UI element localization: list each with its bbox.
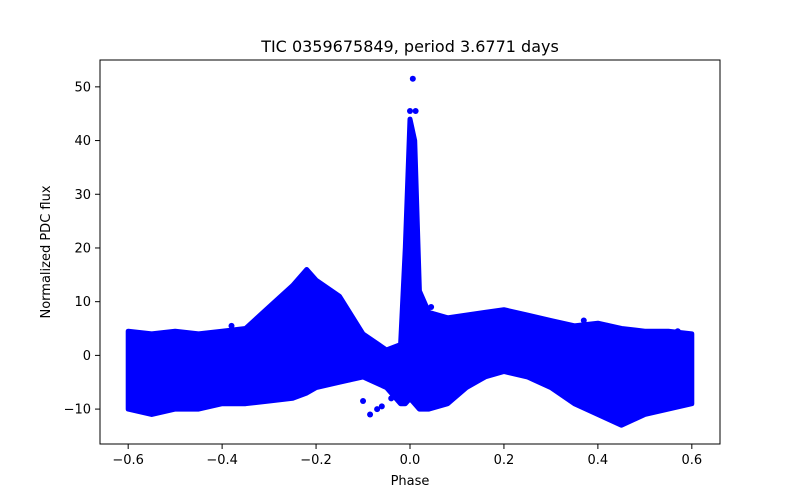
data-point xyxy=(360,398,367,405)
y-tick-label: −10 xyxy=(64,403,91,418)
x-tick-label: 0.0 xyxy=(400,453,421,468)
data-point xyxy=(367,411,374,418)
data-point xyxy=(674,328,681,335)
x-tick-label: 0.4 xyxy=(588,453,609,468)
data-point xyxy=(580,317,587,324)
y-tick-label: 10 xyxy=(74,295,91,310)
y-tick-label: 40 xyxy=(74,134,91,149)
x-tick-label: −0.2 xyxy=(300,453,332,468)
y-axis-label: Normalized PDC flux xyxy=(39,185,54,318)
data-point xyxy=(412,108,419,115)
data-point xyxy=(407,108,413,115)
x-tick-label: 0.6 xyxy=(681,453,702,468)
data-point xyxy=(428,304,435,311)
data-point xyxy=(374,406,381,413)
data-points-layer xyxy=(228,75,681,418)
chart-title: TIC 0359675849, period 3.6771 days xyxy=(260,37,559,56)
y-tick-label: 0 xyxy=(83,349,91,364)
data-band-layer xyxy=(125,116,695,428)
x-tick-label: −0.4 xyxy=(206,453,238,468)
y-tick-label: 50 xyxy=(74,80,91,95)
data-point xyxy=(378,403,385,410)
data-point xyxy=(345,376,352,383)
x-axis-label: Phase xyxy=(391,474,430,489)
x-tick-label: −0.6 xyxy=(112,453,144,468)
data-point xyxy=(336,371,343,378)
data-point xyxy=(409,75,416,82)
plot-area xyxy=(125,75,695,428)
data-point xyxy=(388,395,395,402)
x-tick-label: 0.2 xyxy=(494,453,515,468)
data-point-band xyxy=(125,116,695,428)
y-tick-label: 20 xyxy=(74,241,91,256)
data-point xyxy=(604,322,611,329)
data-point xyxy=(228,322,235,329)
y-axis-ticks: −10 0 10 20 30 40 50 xyxy=(64,80,100,418)
y-tick-label: 30 xyxy=(74,188,91,203)
x-axis-ticks: −0.6 −0.4 −0.2 0.0 0.2 0.4 0.6 xyxy=(112,444,702,468)
